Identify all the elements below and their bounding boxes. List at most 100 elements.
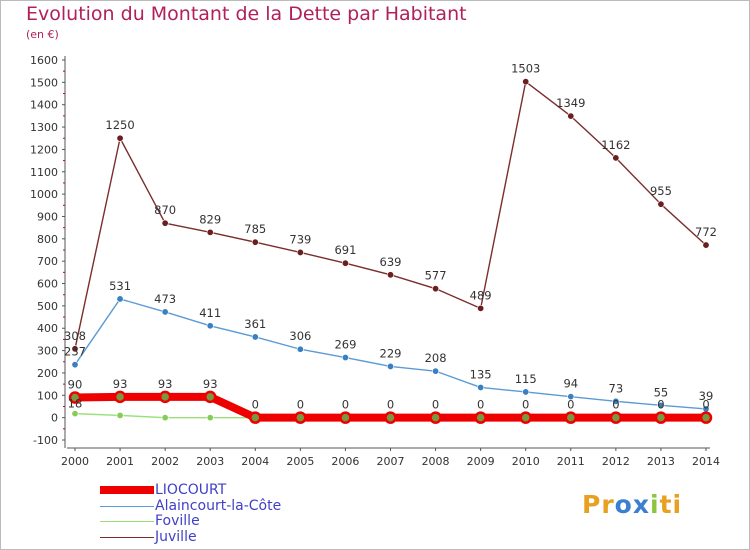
y-tick-label: 100: [37, 389, 58, 402]
data-label: 1250: [105, 118, 134, 132]
data-point: [612, 397, 620, 405]
x-tick-label: 2002: [151, 455, 179, 468]
data-label: 39: [699, 389, 714, 403]
data-point: [116, 134, 124, 142]
data-label: 411: [199, 306, 221, 320]
data-label: 115: [515, 372, 537, 386]
y-tick-label: 700: [37, 255, 58, 268]
labels-layer: 308 1250 870 829 785 739 691 639 577 489 1503 1349 1…: [64, 62, 717, 412]
data-label: 0: [432, 398, 439, 412]
logo-letter: t: [659, 490, 673, 519]
data-point: [477, 383, 485, 391]
data-point: [206, 322, 214, 330]
data-point: [567, 112, 575, 120]
data-point: [699, 411, 713, 424]
y-tick-label: -100: [33, 434, 58, 447]
data-label: 531: [109, 279, 131, 293]
data-point: [386, 362, 394, 370]
x-tick-label: 2004: [241, 455, 269, 468]
data-point: [161, 219, 169, 227]
x-tick-label: 2007: [377, 455, 405, 468]
data-point: [203, 390, 217, 404]
data-point: [296, 248, 304, 256]
data-label: 0: [702, 398, 709, 412]
chart-title: Evolution du Montant de la Dette par Hab…: [26, 3, 467, 25]
data-point: [116, 295, 124, 303]
data-point: [519, 411, 532, 424]
data-label: 1349: [556, 96, 585, 110]
y-tick-label: 800: [37, 233, 58, 246]
data-label: 1162: [601, 138, 630, 152]
y-tick-label: 1600: [30, 54, 58, 67]
data-label: 93: [158, 377, 173, 391]
x-tick-label: 2005: [286, 455, 314, 468]
legend-label: LIOCOURT: [155, 482, 227, 498]
data-label: 829: [199, 212, 221, 226]
x-tick-label: 2001: [106, 455, 134, 468]
data-point: [296, 345, 304, 353]
x-tick-label: 2014: [692, 455, 720, 468]
data-point: [702, 241, 710, 249]
x-tick-label: 2009: [467, 455, 495, 468]
data-point: [564, 411, 578, 424]
data-point: [522, 388, 530, 396]
data-point: [609, 411, 623, 424]
data-label: 208: [425, 351, 447, 365]
data-point: [657, 401, 665, 409]
data-point: [386, 271, 394, 279]
data-label: 0: [252, 398, 259, 412]
data-label: 870: [154, 203, 176, 217]
data-point: [206, 414, 214, 422]
data-label: 772: [695, 225, 717, 239]
data-point: [116, 411, 124, 419]
data-point: [251, 238, 259, 246]
y-tick-label: 1100: [30, 166, 58, 179]
data-point: [294, 411, 307, 424]
data-point: [654, 411, 668, 424]
data-label: 237: [64, 345, 86, 359]
data-label: 0: [612, 398, 619, 412]
data-label: 955: [650, 184, 672, 198]
x-tick-label: 2011: [557, 455, 585, 468]
data-label: 739: [289, 232, 311, 246]
logo-letter: i: [672, 490, 683, 519]
data-point: [71, 410, 79, 418]
data-point: [113, 390, 127, 404]
logo-letter: P: [582, 490, 602, 519]
y-tick-label: 400: [37, 322, 58, 335]
data-label: 93: [203, 377, 218, 391]
x-tick-label: 2010: [512, 455, 540, 468]
x-tick-label: 2012: [602, 455, 630, 468]
data-point: [161, 414, 169, 422]
x-tick-label: 2003: [196, 455, 224, 468]
data-label: 73: [609, 381, 624, 395]
data-label: 93: [113, 377, 128, 391]
data-label: 0: [657, 398, 664, 412]
data-point: [339, 411, 352, 424]
x-tick-label: 2006: [331, 455, 359, 468]
data-point: [429, 411, 442, 424]
data-point: [71, 361, 79, 369]
data-point: [522, 78, 530, 86]
data-point: [341, 354, 349, 362]
data-label: 90: [68, 378, 83, 392]
data-point: [68, 391, 82, 404]
data-label: 1503: [511, 62, 540, 76]
data-label: 639: [380, 255, 402, 269]
y-tick-label: 900: [37, 210, 58, 223]
legend-label: Juville: [155, 528, 197, 545]
data-point: [474, 411, 487, 424]
data-label: 785: [244, 222, 266, 236]
legend-swatch: [100, 486, 154, 494]
data-label: 691: [334, 243, 356, 257]
data-point: [158, 390, 172, 404]
legend-swatch: [100, 521, 154, 522]
data-label: 94: [563, 377, 578, 391]
data-label: 0: [567, 398, 574, 412]
data-label: 0: [522, 398, 529, 412]
data-point: [161, 308, 169, 316]
chart-subtitle: (en €): [26, 28, 59, 41]
x-tick-label: 2008: [422, 455, 450, 468]
data-point: [432, 285, 440, 293]
